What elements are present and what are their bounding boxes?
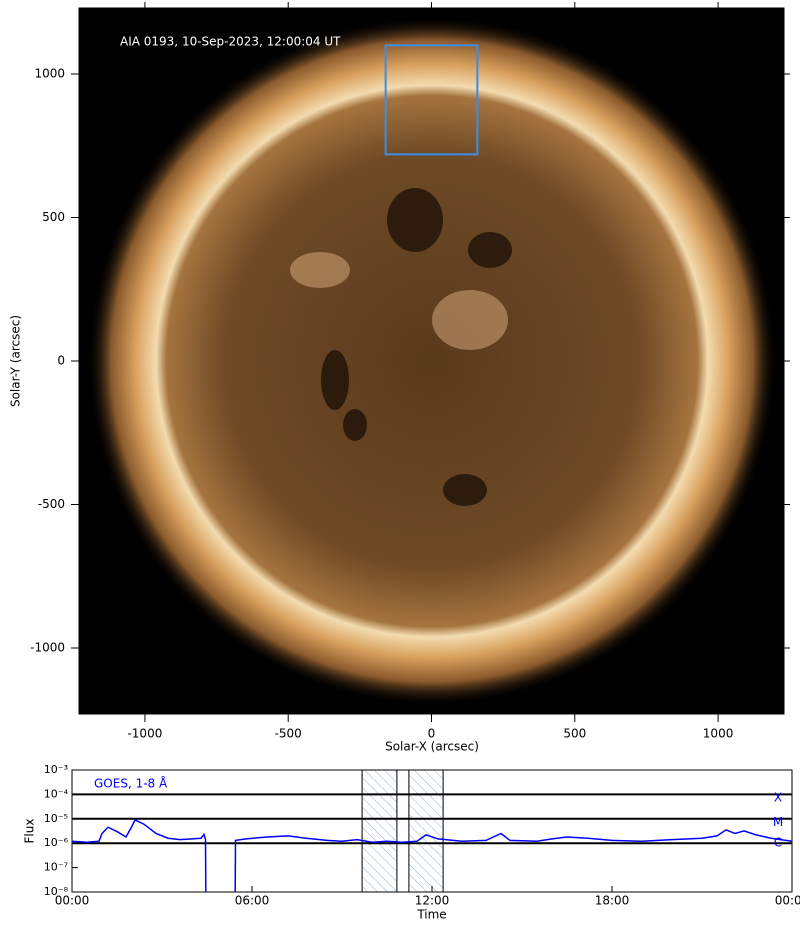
y-axis-label: Solar-Y (arcsec) bbox=[9, 315, 23, 407]
y-tick-label: 10⁻⁵ bbox=[44, 812, 68, 825]
y-tick-label: -500 bbox=[38, 497, 65, 511]
x-axis-label: Time bbox=[416, 908, 446, 922]
x-tick-label: 500 bbox=[563, 727, 586, 741]
x-tick-label: 1000 bbox=[703, 727, 734, 741]
legend-label: GOES, 1-8 Å bbox=[94, 776, 168, 791]
x-tick-label: -500 bbox=[275, 727, 302, 741]
active-region bbox=[290, 252, 508, 350]
shaded-span bbox=[408, 769, 444, 893]
flare-level-label: X bbox=[774, 791, 782, 805]
flux-line bbox=[71, 818, 793, 893]
y-axis-label: Flux bbox=[23, 819, 37, 844]
x-tick-label: 18:00 bbox=[595, 894, 630, 908]
x-axis-label: Solar-X (arcsec) bbox=[385, 740, 479, 754]
flare-level-label: C bbox=[774, 836, 782, 850]
y-tick-label: 10⁻⁷ bbox=[44, 861, 68, 874]
shaded-span bbox=[361, 769, 398, 893]
y-tick-label: -1000 bbox=[30, 640, 65, 654]
sun bbox=[87, 16, 777, 706]
x-tick-label: 00:00 bbox=[55, 894, 90, 908]
x-tick-label: 06:00 bbox=[235, 894, 270, 908]
x-tick-label: 12:00 bbox=[415, 894, 450, 908]
y-tick-label: 10⁻³ bbox=[44, 763, 68, 776]
flare-level-label: M bbox=[773, 815, 783, 829]
region-box bbox=[384, 44, 479, 156]
coronal-holes bbox=[321, 188, 512, 506]
y-tick-label: 0 bbox=[57, 354, 65, 368]
x-tick-label: 0 bbox=[428, 727, 436, 741]
y-tick-label: 10⁻⁸ bbox=[44, 885, 69, 898]
y-tick-label: 10⁻⁴ bbox=[44, 787, 69, 800]
y-tick-label: 500 bbox=[42, 210, 65, 224]
x-tick-label: -1000 bbox=[127, 727, 162, 741]
x-tick-label: 00:00 bbox=[775, 894, 800, 908]
y-tick-label: 1000 bbox=[34, 67, 65, 81]
y-tick-label: 10⁻⁶ bbox=[44, 836, 69, 849]
image-title: AIA 0193, 10-Sep-2023, 12:00:04 UT bbox=[120, 35, 341, 49]
